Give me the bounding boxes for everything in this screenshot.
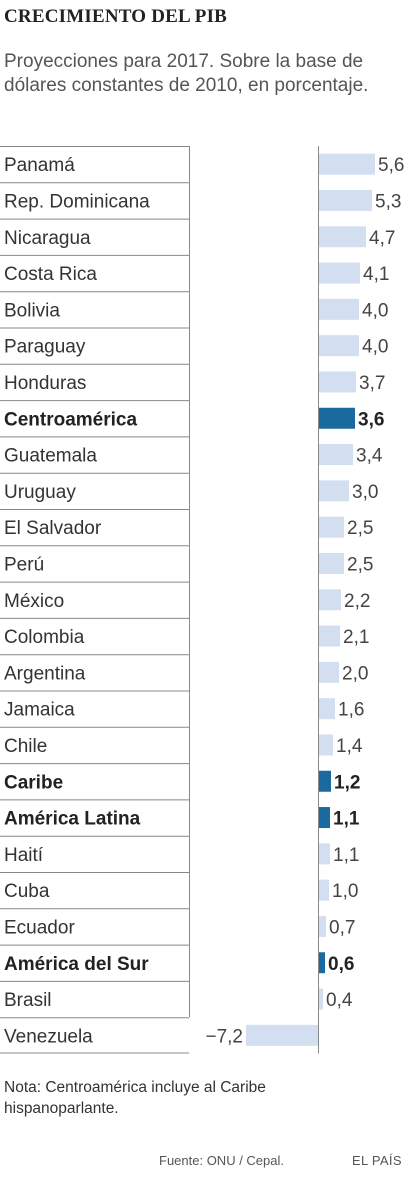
footnote: Nota: Centroamérica incluye al Caribe hi… bbox=[4, 1079, 266, 1117]
category-label: Paraguay bbox=[4, 337, 86, 358]
value-label: 4,0 bbox=[362, 337, 388, 358]
bar bbox=[319, 988, 323, 1010]
publisher-brand: EL PAÍS bbox=[352, 1153, 402, 1168]
value-label: 1,6 bbox=[338, 700, 364, 721]
value-label: 3,6 bbox=[358, 409, 384, 430]
value-label: 3,7 bbox=[359, 373, 385, 394]
bar bbox=[319, 952, 325, 974]
value-label: 1,4 bbox=[336, 736, 363, 757]
bar bbox=[319, 226, 366, 248]
category-label: Guatemala bbox=[4, 446, 97, 467]
value-label: 2,1 bbox=[343, 627, 369, 648]
chart-title: CRECIMIENTO DEL PIB bbox=[4, 6, 228, 27]
value-label: 5,6 bbox=[378, 155, 404, 176]
bar bbox=[319, 189, 372, 211]
category-label: Brasil bbox=[4, 990, 52, 1011]
bar-chart: Panamá 5,6 Rep. Dominicana 5,3 Nicaragua 4,7 C… bbox=[0, 146, 404, 1054]
value-label: 0,7 bbox=[329, 917, 355, 938]
bar bbox=[319, 625, 340, 647]
bar bbox=[319, 153, 375, 175]
value-label: 2,2 bbox=[344, 591, 370, 612]
value-label: 1,1 bbox=[333, 809, 360, 830]
category-label: América del Sur bbox=[4, 954, 149, 975]
bar bbox=[319, 770, 331, 792]
category-label: El Salvador bbox=[4, 518, 102, 539]
bar bbox=[319, 371, 356, 393]
value-label: 1,2 bbox=[334, 772, 360, 793]
value-label: 0,4 bbox=[326, 990, 353, 1011]
category-label: México bbox=[4, 591, 64, 612]
category-label: Haití bbox=[4, 845, 44, 866]
category-label: Bolivia bbox=[4, 300, 60, 321]
category-label: Venezuela bbox=[4, 1026, 93, 1047]
bar bbox=[319, 698, 335, 720]
bar bbox=[319, 407, 355, 429]
bar bbox=[319, 335, 359, 357]
category-label: Rep. Dominicana bbox=[4, 191, 150, 212]
category-label: Honduras bbox=[4, 373, 86, 394]
bar bbox=[246, 1024, 318, 1046]
bar bbox=[319, 480, 349, 502]
value-label: 4,7 bbox=[369, 228, 395, 249]
value-label: 3,0 bbox=[352, 482, 378, 503]
value-label: 1,0 bbox=[332, 881, 358, 902]
category-label: Panamá bbox=[4, 155, 75, 176]
value-label: 0,6 bbox=[328, 954, 354, 975]
value-label: −7,2 bbox=[205, 1026, 243, 1047]
value-label: 2,5 bbox=[347, 518, 373, 539]
category-label: Ecuador bbox=[4, 917, 75, 938]
bar bbox=[319, 807, 330, 829]
bar bbox=[319, 661, 339, 683]
value-label: 5,3 bbox=[375, 191, 401, 212]
bar bbox=[319, 915, 326, 937]
bar bbox=[319, 262, 360, 284]
bar bbox=[319, 589, 341, 611]
value-label: 4,0 bbox=[362, 300, 388, 321]
category-label: Chile bbox=[4, 736, 47, 757]
category-label: Perú bbox=[4, 554, 44, 575]
category-label: Colombia bbox=[4, 627, 85, 648]
bar bbox=[319, 552, 344, 574]
bar bbox=[319, 843, 330, 865]
chart-subtitle: Proyecciones para 2017. Sobre la base de… bbox=[4, 51, 369, 96]
category-label: Cuba bbox=[4, 881, 50, 902]
bar bbox=[319, 298, 359, 320]
category-label: Uruguay bbox=[4, 482, 76, 503]
category-label: Argentina bbox=[4, 663, 86, 684]
category-label: Centroamérica bbox=[4, 409, 137, 430]
category-label: Jamaica bbox=[4, 700, 75, 721]
value-label: 3,4 bbox=[356, 446, 383, 467]
value-label: 2,5 bbox=[347, 554, 373, 575]
value-label: 4,1 bbox=[363, 264, 389, 285]
category-label: Costa Rica bbox=[4, 264, 97, 285]
value-label: 2,0 bbox=[342, 663, 368, 684]
category-label: Nicaragua bbox=[4, 228, 91, 249]
category-label: América Latina bbox=[4, 809, 141, 830]
bar bbox=[319, 516, 344, 538]
bar bbox=[319, 734, 333, 756]
bar bbox=[319, 879, 329, 901]
bar bbox=[319, 444, 353, 466]
source-credit: Fuente: ONU / Cepal. bbox=[159, 1153, 284, 1168]
value-label: 1,1 bbox=[333, 845, 359, 866]
category-label: Caribe bbox=[4, 772, 63, 793]
